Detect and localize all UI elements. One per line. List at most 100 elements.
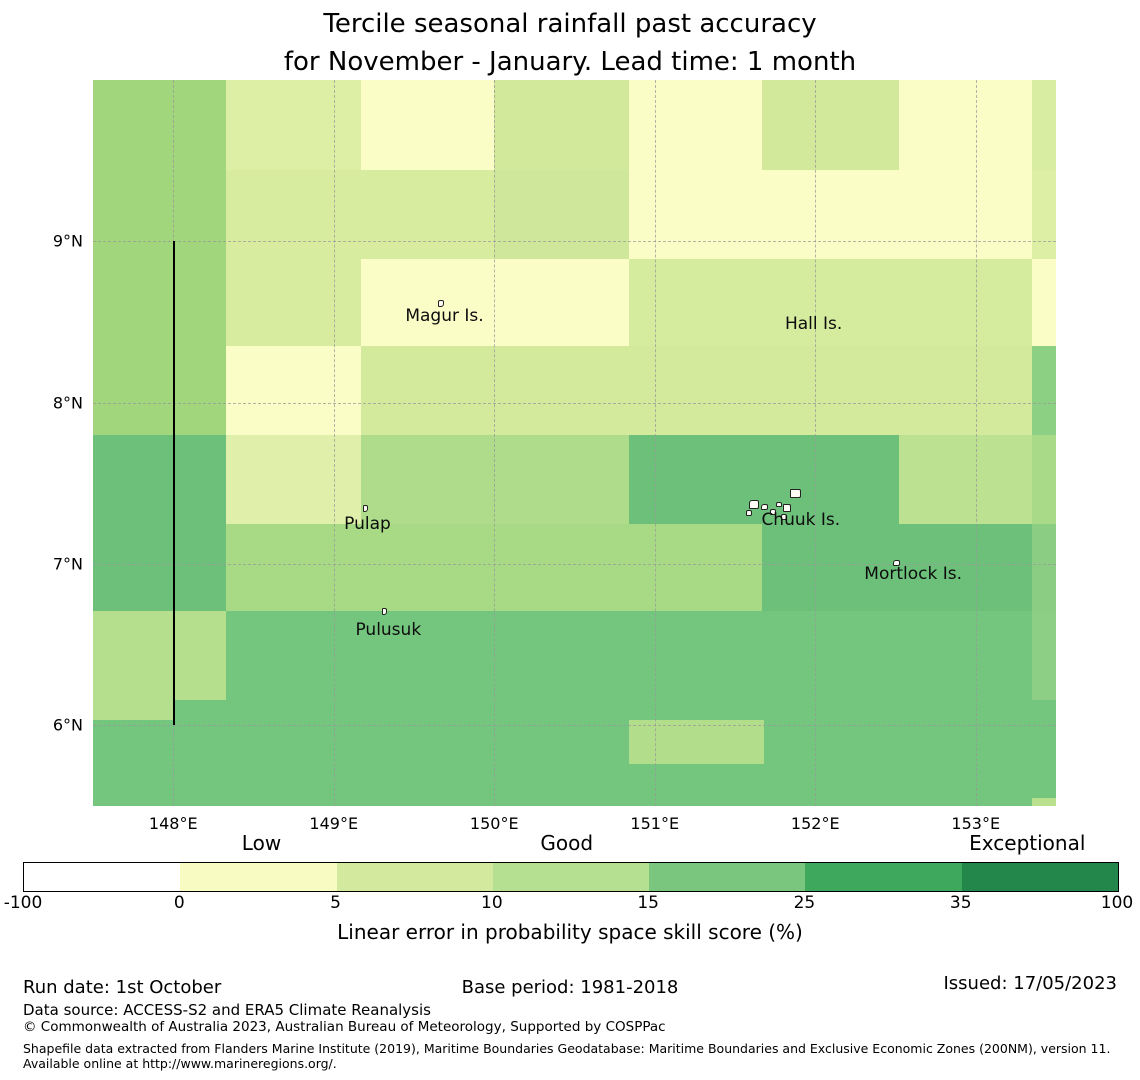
islet-outline (437, 300, 444, 308)
colorbar-segment (24, 863, 181, 891)
islet-outline (745, 510, 752, 517)
base-period-text: Base period: 1981-2018 (461, 977, 679, 998)
longitude-gridline (654, 80, 656, 806)
map-cell (494, 752, 630, 806)
colorbar-segment (180, 863, 337, 891)
latitude-tick-label: 8°N (52, 393, 83, 413)
latitude-tick-label: 9°N (52, 231, 83, 251)
map-cell (494, 346, 630, 435)
map-cell (762, 610, 899, 700)
map-cell (361, 752, 495, 806)
island-label: Chuuk Is. (761, 510, 841, 531)
map-cell-patch (1031, 797, 1056, 806)
colorbar-tick-label: 0 (173, 893, 185, 913)
map-cell (898, 170, 1032, 260)
map-cell (898, 523, 1032, 611)
map-cell (361, 346, 495, 435)
map-cell-patch (93, 699, 174, 721)
run-date-text: Run date: 1st October (23, 977, 222, 998)
map-cell (93, 259, 227, 347)
islet-outline (769, 508, 776, 515)
chart-title-line2: for November - January. Lead time: 1 mon… (283, 46, 857, 77)
map-cell (226, 80, 362, 171)
longitude-gridline (815, 80, 817, 806)
island-label: Mortlock Is. (864, 563, 962, 584)
map-cell (494, 523, 630, 611)
longitude-gridline (975, 80, 977, 806)
map-cell (494, 610, 630, 700)
map-cell (762, 170, 899, 260)
map-cell (898, 434, 1032, 524)
map-heatmap-area: Magur Is. Hall Is. Pulap Chuuk Is. Mortlock … (93, 80, 1056, 806)
longitude-tick-label: 150°E (469, 814, 519, 833)
colorbar-category-label: Low (241, 831, 282, 855)
map-cell (1031, 259, 1056, 347)
islet-outline (893, 560, 900, 567)
latitude-gridline (93, 725, 1056, 727)
map-cell (226, 259, 362, 347)
islet-outline (362, 505, 368, 513)
colorbar (23, 862, 1119, 892)
islet-outline (382, 608, 387, 616)
map-cell (361, 170, 495, 260)
colorbar-tick-label: 35 (949, 893, 972, 913)
map-cell (226, 610, 362, 700)
latitude-gridline (93, 241, 1056, 243)
colorbar-tick-label: -100 (3, 893, 43, 913)
island-label: Pulap (344, 513, 391, 534)
map-cell (629, 434, 763, 524)
islet-outline (783, 504, 792, 513)
islet-outline (761, 503, 769, 510)
longitude-tick-label: 148°E (148, 814, 198, 833)
issued-date-text: Issued: 17/05/2023 (943, 973, 1117, 994)
map-cell (762, 752, 899, 806)
colorbar-tick-label: 25 (793, 893, 816, 913)
map-cell (762, 259, 899, 347)
islet-outline (748, 499, 759, 509)
colorbar-tick-label: 10 (481, 893, 503, 913)
map-cell (1031, 610, 1056, 700)
longitude-tick-label: 153°E (951, 814, 1001, 833)
islet-outline (789, 488, 801, 498)
longitude-tick-label: 149°E (309, 814, 359, 833)
latitude-gridline (93, 402, 1056, 404)
map-cell (361, 434, 495, 524)
map-cell (898, 752, 1032, 806)
map-cell (762, 523, 899, 611)
map-cell (226, 346, 362, 435)
colorbar-tick-label: 5 (330, 893, 341, 913)
map-cell (226, 170, 362, 260)
colorbar-category-label: Good (540, 831, 594, 855)
colorbar-axis-label: Linear error in probability space skill … (337, 920, 803, 944)
map-cell (629, 346, 763, 435)
map-cell (898, 259, 1032, 347)
island-label: Hall Is. (784, 313, 843, 334)
map-cell (361, 259, 495, 347)
island-label: Pulusuk (355, 620, 422, 641)
shapefile-attribution-text: Shapefile data extracted from Flanders M… (23, 1041, 1111, 1071)
map-cell (93, 752, 227, 806)
map-cell (629, 170, 763, 260)
map-cell (1031, 752, 1056, 806)
islet-outline (776, 502, 783, 508)
map-cell (226, 434, 362, 524)
latitude-tick-label: 7°N (52, 554, 83, 574)
map-cell (629, 610, 763, 700)
chart-title: Tercile seasonal rainfall past accuracy … (0, 6, 1140, 81)
eez-boundary-line (173, 241, 176, 726)
islet-outline (781, 513, 788, 520)
colorbar-segment (649, 863, 806, 891)
map-cell (762, 346, 899, 435)
island-label: Magur Is. (405, 305, 484, 326)
map-cell (898, 346, 1032, 435)
map-cell (226, 752, 362, 806)
map-cell (226, 523, 362, 611)
copyright-text: © Commonwealth of Australia 2023, Austra… (23, 1019, 666, 1035)
map-cell (93, 434, 227, 524)
longitude-tick-label: 151°E (630, 814, 680, 833)
map-cell (629, 259, 763, 347)
map-cell (1031, 170, 1056, 260)
map-cell (762, 80, 899, 171)
map-cell (629, 523, 763, 611)
